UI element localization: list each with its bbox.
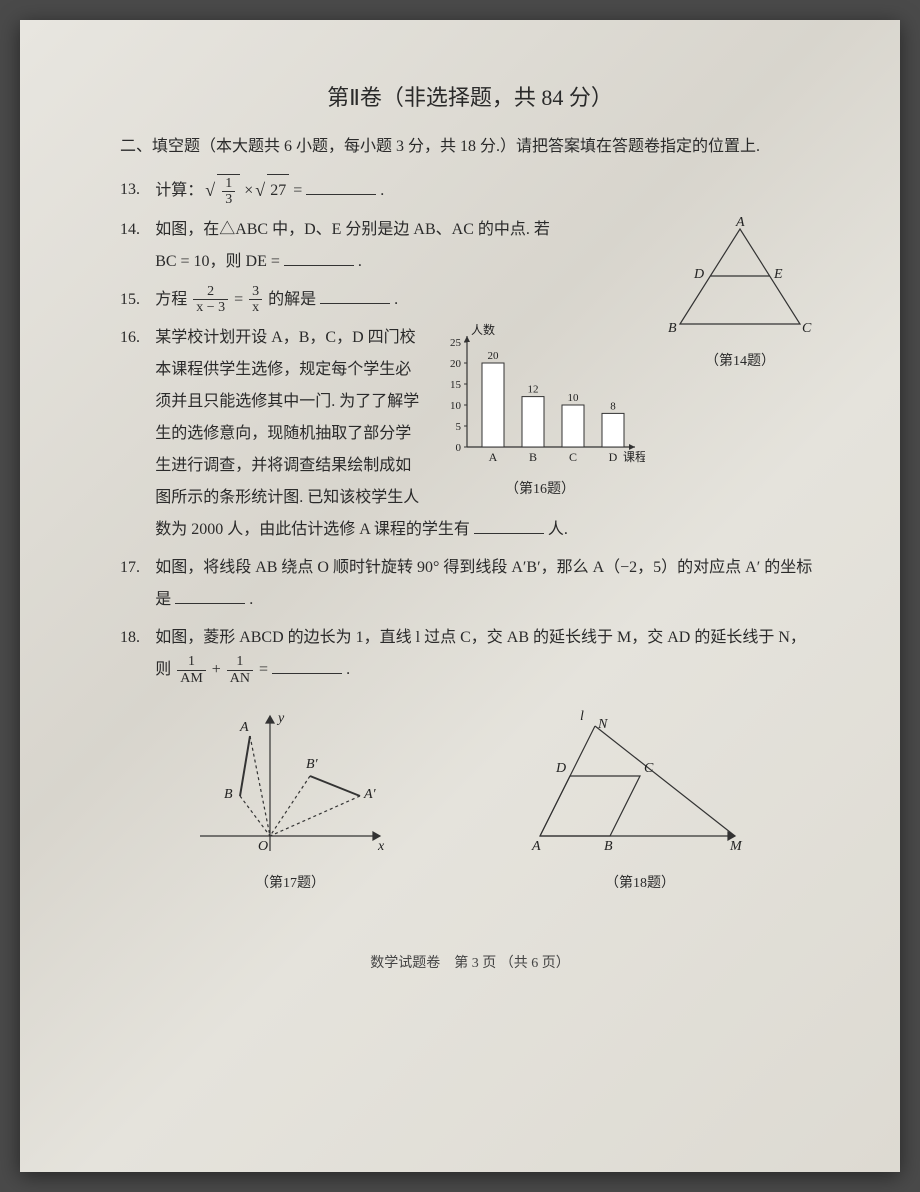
fig14-caption: （第14题） [660, 350, 820, 370]
svg-text:8: 8 [610, 400, 616, 412]
question-16: 16. 某学校计划开设 A，B，C，D 四门校本课程供学生选修，规定每个学生必须… [120, 322, 590, 546]
question-14: 14. 如图，在△ABC 中，D、E 分别是边 AB、AC 的中点. 若 BC … [120, 214, 620, 278]
q16-blank [474, 518, 544, 534]
svg-text:D: D [609, 450, 618, 464]
q14-line2b: . [358, 253, 362, 270]
section-header: 二、填空题（本大题共 6 小题，每小题 3 分，共 18 分.）请把答案填在答题… [120, 132, 820, 162]
figure-14: A B C D E （第14题） [660, 214, 820, 370]
svg-text:B: B [668, 321, 677, 336]
sqrt-icon: 1 3 [207, 174, 240, 207]
rotation-diagram: A B A′ B′ O x y [180, 706, 400, 866]
svg-text:O: O [258, 839, 268, 854]
q14-line1: 如图，在△ABC 中，D、E 分别是边 AB、AC 的中点. 若 [155, 221, 550, 238]
q15-frac1: 2 x − 3 [193, 284, 228, 316]
q13-pre: 计算： [155, 182, 203, 199]
svg-text:A: A [735, 215, 745, 230]
q18-end: . [346, 661, 350, 678]
svg-text:B′: B′ [306, 757, 319, 772]
q17-blank [175, 588, 245, 604]
q18-frac1: 1 AM [177, 654, 206, 686]
svg-text:C: C [802, 321, 812, 336]
q18-number: 18. [120, 622, 140, 654]
question-17: 17. 如图，将线段 AB 绕点 O 顺时针旋转 90° 得到线段 A′B′，那… [120, 552, 820, 616]
q13-post: = [293, 182, 306, 199]
svg-text:B: B [604, 839, 613, 854]
q13-mid: × [244, 182, 253, 199]
question-15: 15. 方程 2 x − 3 = 3 x 的解是 . [120, 284, 620, 316]
q18-eq: = [259, 661, 272, 678]
q15-end: . [394, 291, 398, 308]
q17-end: . [249, 591, 253, 608]
q15-pre: 方程 [155, 291, 191, 308]
q15-blank [320, 288, 390, 304]
q17-number: 17. [120, 552, 140, 584]
question-18: 18. 如图，菱形 ABCD 的边长为 1，直线 l 过点 C，交 AB 的延长… [120, 622, 820, 686]
fig18-caption: （第18题） [520, 872, 760, 892]
svg-text:M: M [729, 839, 743, 854]
figure-row: A B A′ B′ O x y （第17题） [120, 706, 820, 892]
svg-text:D: D [555, 761, 566, 776]
q15-post: 的解是 [268, 291, 316, 308]
figure-17: A B A′ B′ O x y （第17题） [180, 706, 400, 892]
svg-text:N: N [597, 717, 608, 732]
q17-body: 如图，将线段 AB 绕点 O 顺时针旋转 90° 得到线段 A′B′，那么 A（… [155, 559, 812, 608]
svg-text:A: A [239, 720, 249, 735]
svg-text:课程: 课程 [623, 449, 645, 464]
q15-number: 15. [120, 284, 140, 316]
exam-page: 第Ⅱ卷（非选择题，共 84 分） 二、填空题（本大题共 6 小题，每小题 3 分… [20, 20, 900, 1172]
rhombus-diagram: A B C D M N l [520, 706, 760, 866]
q18-plus: + [212, 661, 225, 678]
q18-blank [272, 658, 342, 674]
q15-eq: = [234, 291, 247, 308]
q16-post: 人. [548, 521, 568, 538]
question-13: 13. 计算： 1 3 × 27 = . [120, 174, 820, 207]
q13-frac1: 1 3 [222, 176, 235, 208]
q13-number: 13. [120, 174, 140, 206]
svg-text:y: y [276, 711, 285, 726]
svg-text:l: l [580, 709, 584, 724]
q18-frac2: 1 AN [227, 654, 253, 686]
sqrt-icon: 27 [257, 174, 289, 207]
svg-text:A′: A′ [363, 787, 377, 802]
page-title: 第Ⅱ卷（非选择题，共 84 分） [120, 80, 820, 112]
figure-18: A B C D M N l （第18题） [520, 706, 760, 892]
svg-text:C: C [644, 761, 654, 776]
svg-text:D: D [693, 267, 704, 282]
q16-number: 16. [120, 322, 140, 354]
q13-blank [306, 179, 376, 195]
svg-text:A: A [531, 839, 541, 854]
svg-text:B: B [224, 787, 233, 802]
page-footer: 数学试题卷 第 3 页 （共 6 页） [120, 952, 820, 972]
svg-text:x: x [377, 839, 385, 854]
svg-text:E: E [773, 267, 783, 282]
q13-end: . [380, 182, 384, 199]
q14-number: 14. [120, 214, 140, 246]
fig17-caption: （第17题） [180, 872, 400, 892]
triangle-diagram: A B C D E [660, 214, 820, 344]
q15-frac2: 3 x [249, 284, 262, 316]
q16-body: 某学校计划开设 A，B，C，D 四门校本课程供学生选修，规定每个学生必须并且只能… [155, 329, 470, 538]
q14-line2a: BC = 10，则 DE = [155, 253, 284, 270]
q14-blank [284, 250, 354, 266]
